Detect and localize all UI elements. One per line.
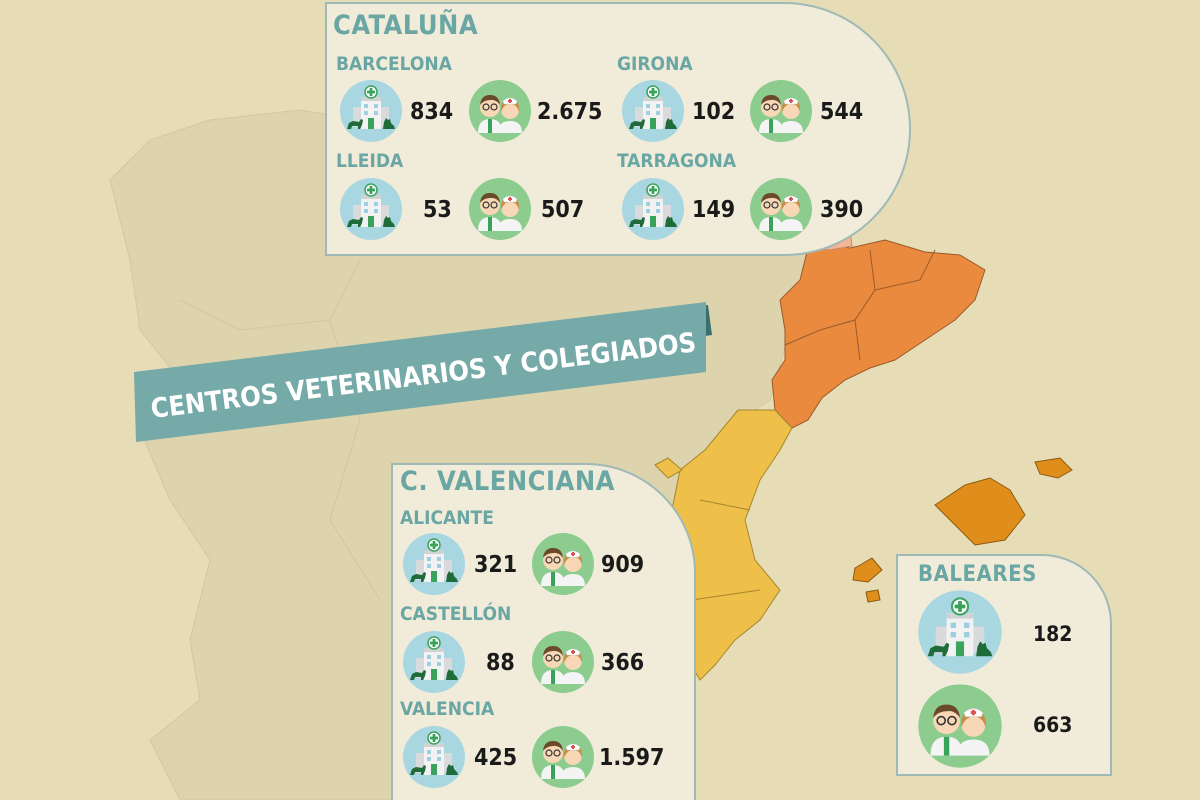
vet-clinic-icon [339, 79, 403, 147]
vet-clinic-icon [402, 725, 466, 793]
vet-clinic-icon [621, 79, 685, 147]
centros-lleida: 53 [423, 197, 452, 223]
vet-clinic-icon [339, 177, 403, 245]
colegiados-tarragona: 390 [820, 197, 864, 223]
veterinarians-icon [468, 177, 532, 245]
centros-valencia: 425 [474, 745, 518, 771]
centros-barcelona: 834 [410, 99, 454, 125]
veterinarians-icon [531, 725, 595, 793]
centros-tarragona: 149 [692, 197, 736, 223]
centros-girona: 102 [692, 99, 736, 125]
region-baleares-shape [934, 477, 1026, 546]
province-label-tarragona: TARRAGONA [617, 150, 737, 172]
veterinarians-icon [531, 532, 595, 600]
colegiados-lleida: 507 [541, 197, 585, 223]
centros-baleares: 182 [1033, 622, 1073, 646]
colegiados-girona: 544 [820, 99, 864, 125]
vet-clinic-icon [402, 630, 466, 698]
province-label-castellon: CASTELLÓN [400, 603, 512, 625]
panel-cataluna [325, 2, 911, 256]
region-title-valenciana: C. VALENCIANA [400, 466, 615, 497]
veterinarians-icon [749, 79, 813, 147]
province-label-lleida: LLEIDA [336, 150, 404, 172]
province-label-valencia: VALENCIA [400, 698, 495, 720]
centros-castellon: 88 [486, 650, 515, 676]
veterinarians-icon [749, 177, 813, 245]
colegiados-alicante: 909 [601, 552, 645, 578]
vet-clinic-icon [402, 532, 466, 600]
centros-alicante: 321 [474, 552, 518, 578]
colegiados-baleares: 663 [1033, 713, 1073, 737]
veterinarians-icon [531, 630, 595, 698]
vet-clinic-icon [621, 177, 685, 245]
region-title-cataluna: CATALUÑA [333, 10, 479, 41]
province-label-girona: GIRONA [617, 53, 693, 75]
colegiados-barcelona: 2.675 [537, 99, 603, 125]
veterinarians-icon [917, 683, 1003, 773]
colegiados-valencia: 1.597 [599, 745, 665, 771]
region-title-baleares: BALEARES [918, 562, 1037, 587]
colegiados-castellon: 366 [601, 650, 645, 676]
vet-clinic-icon [917, 589, 1003, 679]
veterinarians-icon [468, 79, 532, 147]
province-label-alicante: ALICANTE [400, 507, 494, 529]
province-label-barcelona: BARCELONA [336, 53, 452, 75]
